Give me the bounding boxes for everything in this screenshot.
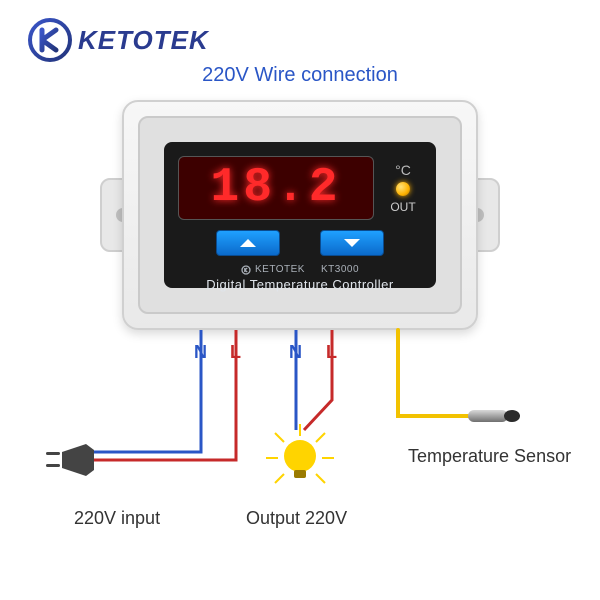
device-subtitle: Digital Temperature Controller <box>206 277 393 292</box>
lcd-display: 18.2 <box>178 156 374 220</box>
input-n-label: N <box>194 342 207 363</box>
output-n-label: N <box>289 342 302 363</box>
output-l-label: L <box>326 342 337 363</box>
plug-icon <box>42 438 98 482</box>
temperature-sensor-icon <box>468 404 528 428</box>
input-l-label: L <box>230 342 241 363</box>
sensor-caption: Temperature Sensor <box>408 446 571 467</box>
device-brand-row: KETOTEK KT3000 Digital Temperature Contr… <box>178 264 422 292</box>
device-brand-text: KETOTEK <box>255 264 305 275</box>
brand-mini-icon <box>241 265 251 275</box>
unit-symbol: °C <box>395 162 411 178</box>
out-label: OUT <box>390 200 415 214</box>
up-button[interactable] <box>216 230 280 256</box>
output-led <box>396 182 410 196</box>
brand-logo-icon <box>28 18 72 62</box>
diagram-title: 220V Wire connection <box>202 64 398 87</box>
brand-name: KETOTEK <box>78 25 209 56</box>
output-caption: Output 220V <box>246 508 347 529</box>
device-model: KT3000 <box>321 264 359 275</box>
device-face: 18.2 °C OUT <box>164 142 436 288</box>
chevron-up-icon <box>238 237 258 249</box>
brand-logo: KETOTEK <box>28 18 209 62</box>
controller-device: 18.2 °C OUT <box>122 100 478 330</box>
input-caption: 220V input <box>74 508 160 529</box>
down-button[interactable] <box>320 230 384 256</box>
bulb-icon <box>276 434 324 482</box>
chevron-down-icon <box>342 237 362 249</box>
device-body: 18.2 °C OUT <box>122 100 478 330</box>
